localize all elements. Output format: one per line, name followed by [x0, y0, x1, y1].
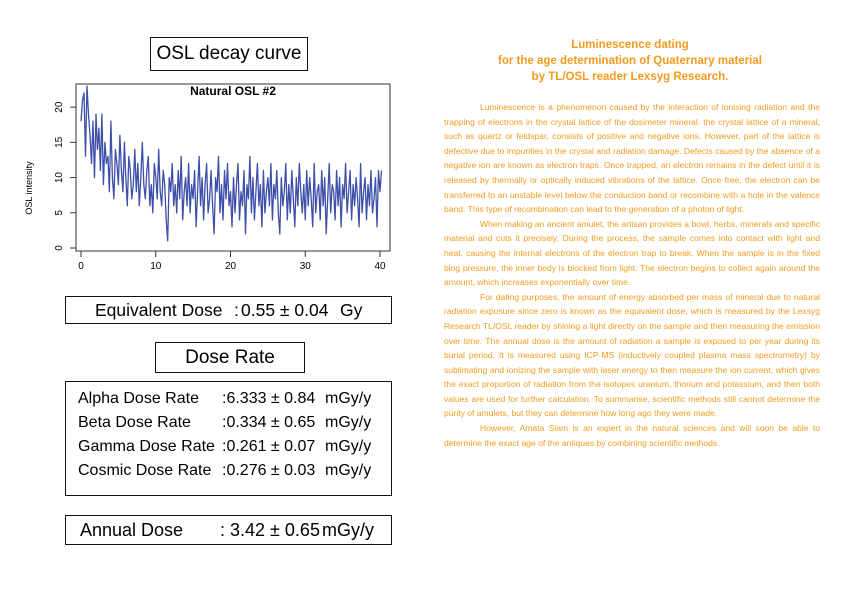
x-tick-label: 10 [150, 261, 162, 272]
equivalent-dose-box: Equivalent Dose : 0.55 ± 0.04 Gy [65, 296, 392, 324]
annual-dose-box: Annual Dose : 3.42 ± 0.65 mGy/y [65, 515, 392, 545]
annual-dose-unit: mGy/y [322, 520, 374, 540]
dose-rate-row-cosmic: Cosmic Dose Rate :0.276 ± 0.03 mGy/y [66, 462, 391, 484]
dose-rate-row-beta: Beta Dose Rate :0.334 ± 0.65 mGy/y [66, 414, 391, 436]
x-tick-label: 40 [374, 261, 386, 272]
osl-decay-chart: Natural OSL #2 OSL intensity 0 10 20 30 40 0 5… [24, 83, 391, 272]
x-tick-label: 20 [225, 261, 237, 272]
article-title-line: Luminescence dating [571, 39, 689, 51]
article-paragraph: Luminescence is a phenomenon caused by t… [444, 102, 820, 215]
article-paragraph: When making an ancient amulet, the artis… [444, 218, 820, 288]
x-tick-label: 30 [300, 261, 312, 272]
dose-rate-value: :0.334 ± 0.65 [222, 414, 316, 431]
annual-dose-value: : 3.42 ± 0.65 [220, 520, 320, 540]
plot-frame [75, 83, 391, 252]
dose-rate-value: :0.276 ± 0.03 [222, 462, 316, 479]
dose-rate-label: Cosmic Dose Rate [78, 462, 212, 479]
dose-rate-title: Dose Rate [155, 342, 305, 373]
dose-rate-label: Gamma Dose Rate [78, 438, 215, 455]
y-tick-label: 10 [54, 172, 65, 184]
article-title-line: by TL/OSL reader Lexsyg Research. [531, 71, 729, 83]
dose-rate-row-alpha: Alpha Dose Rate :6.333 ± 0.84 mGy/y [66, 390, 391, 412]
dose-rate-list: Alpha Dose Rate :6.333 ± 0.84 mGy/y Beta… [65, 381, 392, 496]
y-axis-label: OSL intensity [24, 161, 34, 215]
dose-rate-row-gamma: Gamma Dose Rate :0.261 ± 0.07 mGy/y [66, 438, 391, 460]
dose-rate-value: :6.333 ± 0.84 [222, 390, 316, 407]
dose-rate-unit: mGy/y [325, 462, 372, 479]
article-body: Luminescence is a phenomenon caused by t… [444, 100, 820, 450]
dose-rate-unit: mGy/y [325, 438, 372, 455]
dose-rate-value: :0.261 ± 0.07 [222, 438, 316, 455]
equivalent-dose-unit: Gy [340, 300, 363, 320]
x-tick-label: 0 [78, 261, 84, 272]
dose-rate-label: Alpha Dose Rate [78, 390, 199, 407]
y-tick-label: 15 [54, 136, 65, 148]
series [80, 85, 383, 242]
y-tick-label: 5 [54, 210, 65, 216]
article-paragraph: For dating purposes, the amount of energ… [444, 291, 820, 419]
equivalent-dose-value: 0.55 ± 0.04 [241, 300, 329, 320]
dose-rate-label: Beta Dose Rate [78, 414, 191, 431]
article-title-line: for the age determination of Quaternary … [498, 55, 762, 67]
chart-title: Natural OSL #2 [190, 84, 276, 98]
y-tick-label: 20 [54, 101, 65, 113]
annual-dose-label: Annual Dose [80, 520, 184, 540]
article-paragraph: However, Amata Siam is an expert in the … [444, 423, 820, 448]
equivalent-dose-label: Equivalent Dose [95, 300, 223, 320]
dose-rate-unit: mGy/y [325, 414, 372, 431]
y-tick-label: 0 [54, 245, 65, 251]
axes: 0 10 20 30 40 0 5 10 15 20 [54, 101, 386, 272]
equivalent-dose-separator: : [234, 300, 239, 320]
series-line [80, 85, 383, 242]
dose-rate-unit: mGy/y [325, 390, 372, 407]
osl-decay-curve-title: OSL decay curve [150, 37, 308, 71]
article-title: Luminescence dating for the age determin… [440, 37, 820, 85]
